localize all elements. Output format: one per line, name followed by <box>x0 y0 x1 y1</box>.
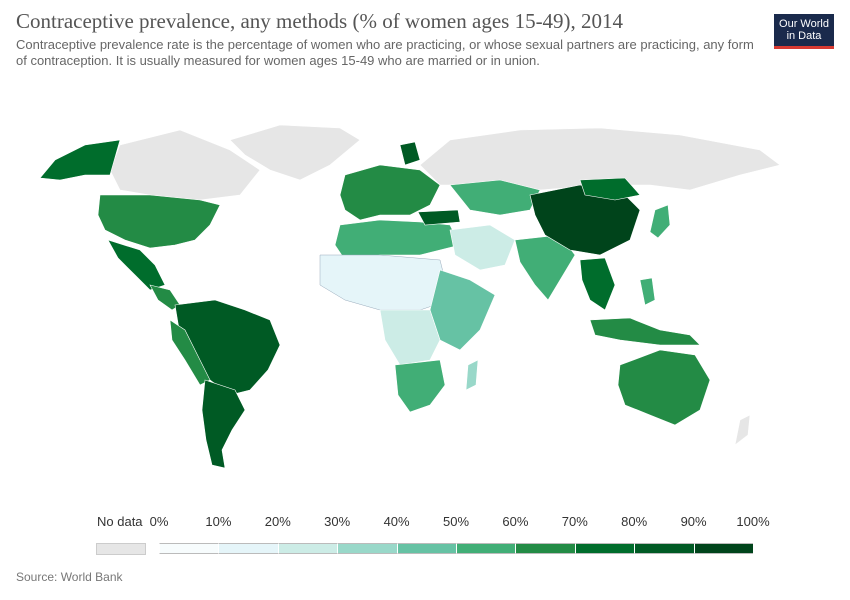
legend-tick-label: 20% <box>264 514 291 529</box>
central-asia-region[interactable] <box>449 179 541 216</box>
southern-africa-region[interactable] <box>394 359 446 413</box>
belarus-region[interactable] <box>399 141 421 166</box>
legend-bin-4[interactable] <box>396 543 457 554</box>
legend-tick-label: 50% <box>442 514 470 529</box>
legend-bin-5[interactable] <box>456 543 516 554</box>
logo-line-2: in Data <box>786 30 822 42</box>
logo-line-1: Our World <box>779 18 829 30</box>
usa-region[interactable] <box>97 194 221 249</box>
world-map[interactable] <box>0 110 850 480</box>
philippines-region[interactable] <box>639 277 656 306</box>
legend-tick-label: 0% <box>149 514 169 529</box>
australia-region[interactable] <box>617 349 711 426</box>
legend-bin-6[interactable] <box>515 543 575 554</box>
chart-subtitle: Contraceptive prevalence rate is the per… <box>16 37 754 68</box>
legend-tick-label: 90% <box>680 514 707 529</box>
legend-bin-9[interactable] <box>693 543 754 554</box>
indonesia-region[interactable] <box>589 317 701 346</box>
legend-no-data-swatch <box>96 543 146 555</box>
central-africa-region[interactable] <box>379 309 441 366</box>
madagascar-region[interactable] <box>465 359 479 391</box>
legend-bin-7[interactable] <box>574 543 635 554</box>
legend-bin-1[interactable] <box>218 543 278 554</box>
legend-tick-label: 60% <box>502 514 529 529</box>
canada-region[interactable] <box>109 129 261 201</box>
turkey-region[interactable] <box>417 209 461 226</box>
south-america-south-region[interactable] <box>201 379 246 469</box>
legend-tick-label: 30% <box>324 514 351 529</box>
source-note: Source: World Bank <box>16 570 123 584</box>
southeast-asia-region[interactable] <box>579 257 616 311</box>
legend-bin-8[interactable] <box>634 543 694 554</box>
greenland-region[interactable] <box>229 124 361 181</box>
alaska-region[interactable] <box>39 139 121 181</box>
legend-bin-0[interactable] <box>159 543 219 554</box>
legend-color-scale[interactable] <box>159 543 754 554</box>
legend-tick-label: 80% <box>621 514 648 529</box>
legend-tick-label: 100% <box>736 514 770 529</box>
owid-logo[interactable]: Our World in Data <box>774 14 834 49</box>
east-africa-region[interactable] <box>429 269 496 351</box>
north-africa-region[interactable] <box>334 219 461 261</box>
legend-tick-label: 10% <box>205 514 232 529</box>
mongolia-region[interactable] <box>579 177 641 201</box>
japan-region[interactable] <box>649 204 671 239</box>
europe-region[interactable] <box>339 164 441 221</box>
middle-east-region[interactable] <box>449 224 516 271</box>
legend-bin-2[interactable] <box>277 543 338 554</box>
sahel-region[interactable] <box>319 254 451 311</box>
legend-bin-3[interactable] <box>337 543 397 554</box>
new-zealand-region[interactable] <box>734 414 751 446</box>
legend-tick-label: 40% <box>383 514 410 529</box>
legend-no-data-label: No data <box>97 514 143 529</box>
chart-title: Contraceptive prevalence, any methods (%… <box>16 9 624 33</box>
legend-tick-label: 70% <box>561 514 588 529</box>
